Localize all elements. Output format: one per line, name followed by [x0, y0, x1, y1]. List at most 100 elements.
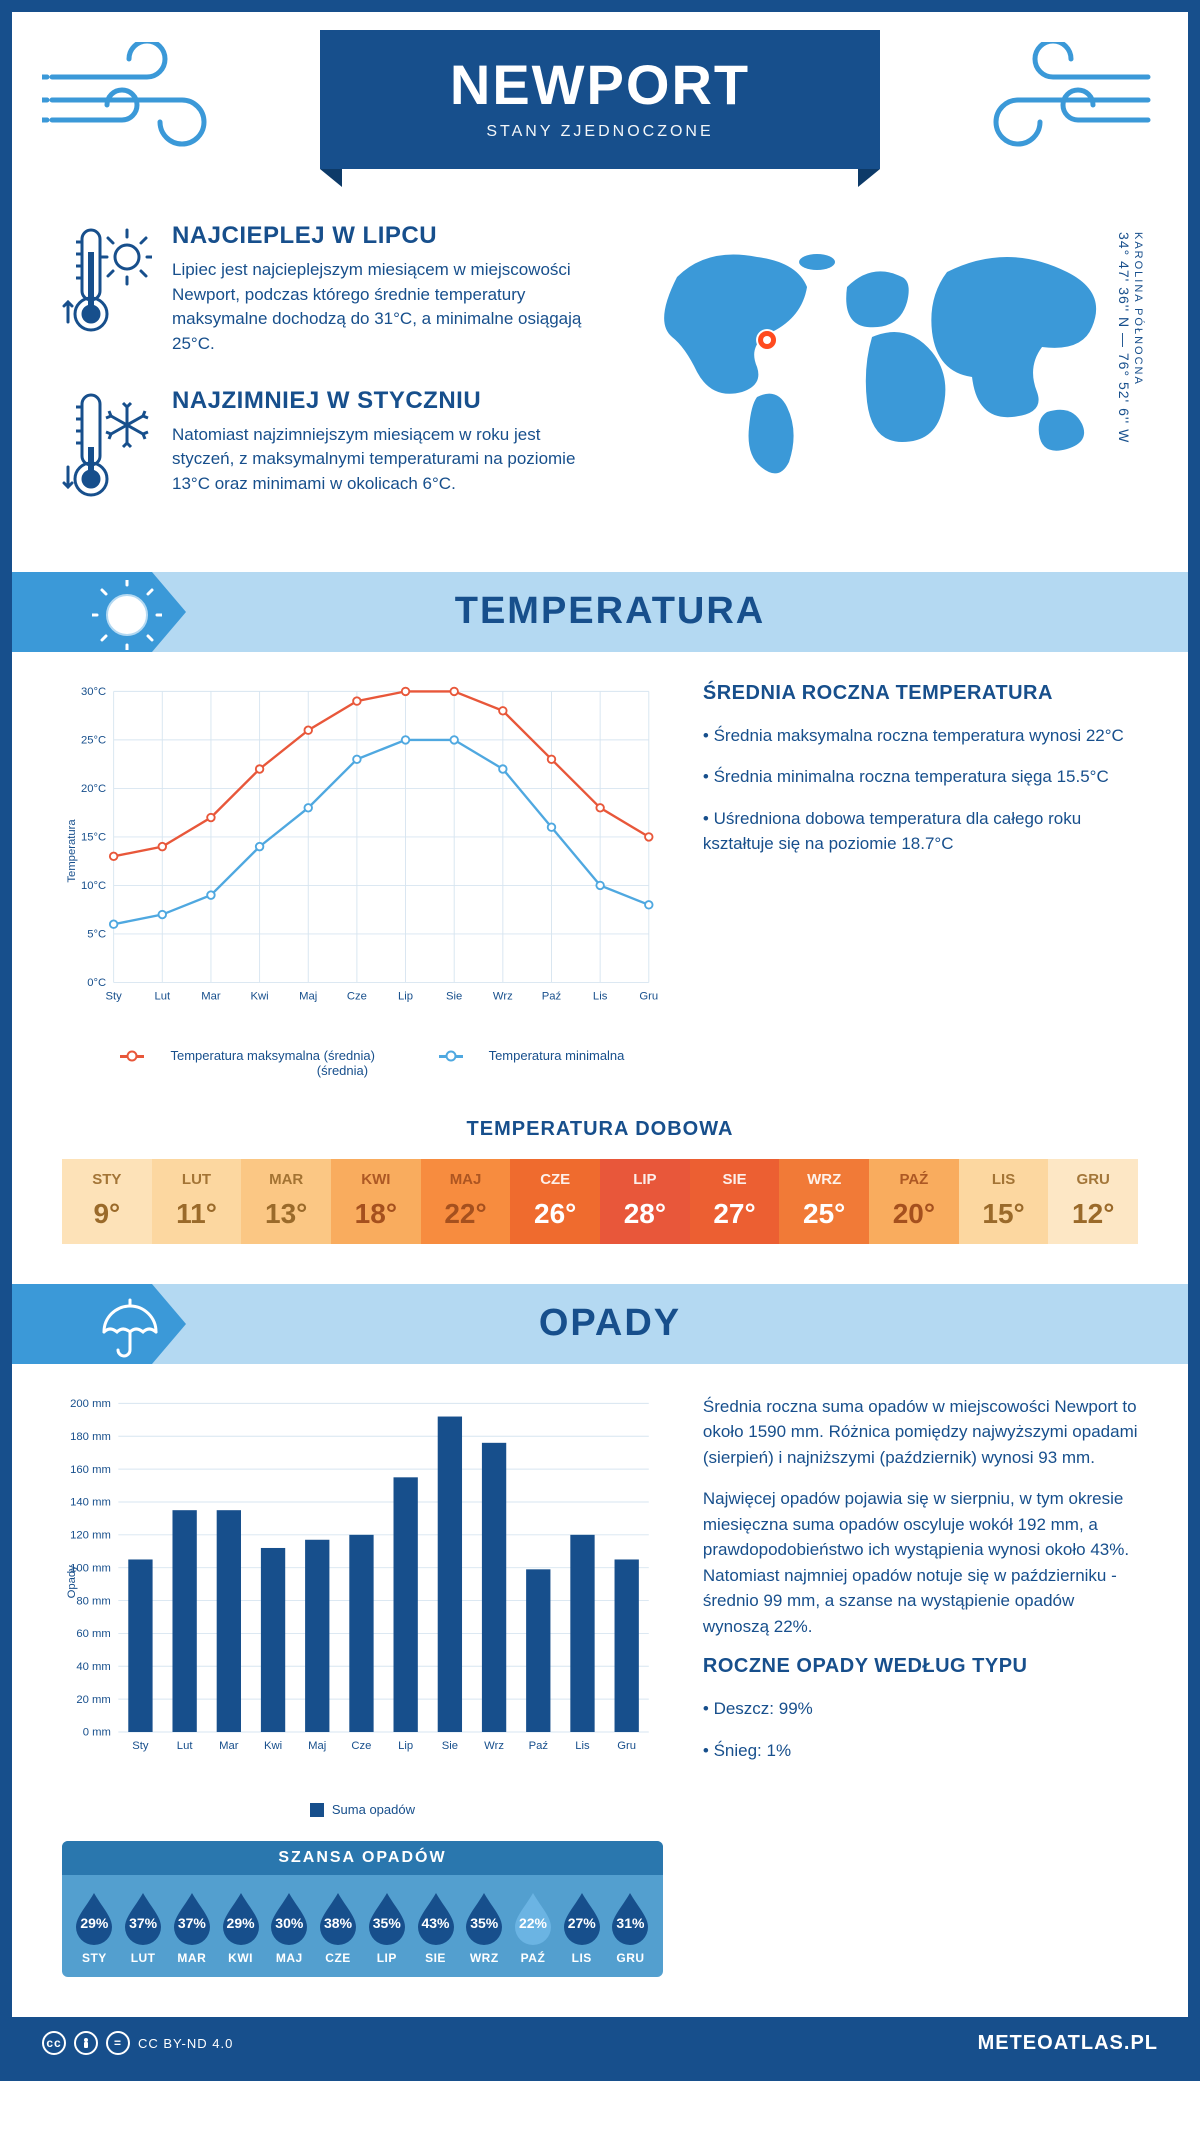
svg-text:Wrz: Wrz — [484, 1739, 504, 1751]
svg-text:Sie: Sie — [442, 1739, 458, 1751]
section-title-precip: OPADY — [152, 1302, 1188, 1345]
daily-temp-cell: PAŹ20° — [869, 1159, 959, 1244]
daily-temp-cell: WRZ25° — [779, 1159, 869, 1244]
svg-text:80 mm: 80 mm — [76, 1595, 110, 1607]
svg-text:Gru: Gru — [639, 990, 658, 1002]
umbrella-icon — [12, 1284, 152, 1364]
daily-temp-cell: STY9° — [62, 1159, 152, 1244]
daily-temp-title: TEMPERATURA DOBOWA — [12, 1118, 1188, 1141]
temp-bullet: • Uśredniona dobowa temperatura dla całe… — [703, 806, 1138, 857]
svg-text:180 mm: 180 mm — [70, 1431, 111, 1443]
svg-text:Maj: Maj — [308, 1739, 326, 1751]
fact-hottest: NAJCIEPLEJ W LIPCU Lipiec jest najcieple… — [62, 222, 606, 357]
city-name: NEWPORT — [320, 52, 880, 117]
svg-text:140 mm: 140 mm — [70, 1496, 111, 1508]
chance-cell: 43% SIE — [413, 1889, 458, 1965]
svg-text:15°C: 15°C — [81, 831, 106, 843]
thermometer-sun-icon — [62, 222, 152, 357]
svg-text:160 mm: 160 mm — [70, 1463, 111, 1475]
chance-cell: 27% LIS — [559, 1889, 604, 1965]
drop-icon: 29% — [72, 1889, 116, 1945]
daily-temp-cell: GRU12° — [1048, 1159, 1138, 1244]
svg-text:Kwi: Kwi — [264, 1739, 282, 1751]
chance-title: SZANSA OPADÓW — [62, 1841, 663, 1875]
drop-icon: 30% — [267, 1889, 311, 1945]
svg-text:25°C: 25°C — [81, 734, 106, 746]
drop-icon: 27% — [560, 1889, 604, 1945]
daily-temp-cell: CZE26° — [510, 1159, 600, 1244]
chance-cell: 29% KWI — [218, 1889, 263, 1965]
daily-temp-cell: LIP28° — [600, 1159, 690, 1244]
drop-icon: 31% — [608, 1889, 652, 1945]
svg-text:Mar: Mar — [219, 1739, 239, 1751]
nd-icon: = — [106, 2031, 130, 2055]
svg-text:Cze: Cze — [351, 1739, 371, 1751]
daily-temp-cell: LIS15° — [959, 1159, 1049, 1244]
chance-cell: 30% MAJ — [267, 1889, 312, 1965]
coordinates: KAROLINA PÓŁNOCNA 34° 47' 36'' N — 76° 5… — [1116, 232, 1144, 443]
svg-text:Sty: Sty — [106, 990, 123, 1002]
svg-text:Paź: Paź — [542, 990, 562, 1002]
drop-icon: 29% — [219, 1889, 263, 1945]
fact-hot-body: Lipiec jest najcieplejszym miesiącem w m… — [172, 258, 606, 357]
chance-panel: SZANSA OPADÓW 29% STY 37% LUT 37% MAR 29… — [62, 1841, 663, 1977]
thermometer-snow-icon — [62, 387, 152, 512]
temp-bullet: • Średnia maksymalna roczna temperatura … — [703, 723, 1138, 749]
daily-temp-cell: KWI18° — [331, 1159, 421, 1244]
svg-text:20°C: 20°C — [81, 783, 106, 795]
svg-text:Gru: Gru — [617, 1739, 636, 1751]
section-title-temp: TEMPERATURA — [152, 590, 1188, 633]
footer: cc = CC BY-ND 4.0 METEOATLAS.PL — [12, 2017, 1188, 2069]
chance-cell: 22% PAŹ — [511, 1889, 556, 1965]
chance-cell: 37% LUT — [121, 1889, 166, 1965]
fact-cold-body: Natomiast najzimniejszym miesiącem w rok… — [172, 423, 606, 497]
svg-text:Temperatura: Temperatura — [66, 818, 78, 882]
svg-text:Lip: Lip — [398, 990, 413, 1002]
svg-text:Kwi: Kwi — [251, 990, 269, 1002]
temp-bullet: • Średnia minimalna roczna temperatura s… — [703, 764, 1138, 790]
svg-text:Sty: Sty — [132, 1739, 149, 1751]
precip-bar-chart: 0 mm20 mm40 mm60 mm80 mm100 mm120 mm140 … — [62, 1394, 663, 1794]
world-map — [636, 222, 1138, 482]
precip-para: Średnia roczna suma opadów w miejscowośc… — [703, 1394, 1138, 1471]
fact-cold-title: NAJZIMNIEJ W STYCZNIU — [172, 387, 606, 415]
svg-text:10°C: 10°C — [81, 880, 106, 892]
section-precip: OPADY — [12, 1284, 1188, 1364]
cc-icon: cc — [42, 2031, 66, 2055]
header: NEWPORT STANY ZJEDNOCZONE — [12, 12, 1188, 192]
country-name: STANY ZJEDNOCZONE — [320, 123, 880, 141]
svg-text:Paź: Paź — [529, 1739, 549, 1751]
drop-icon: 37% — [170, 1889, 214, 1945]
sun-icon — [12, 572, 152, 652]
wind-icon — [978, 42, 1158, 152]
fact-hot-title: NAJCIEPLEJ W LIPCU — [172, 222, 606, 250]
svg-text:Sie: Sie — [446, 990, 462, 1002]
svg-text:40 mm: 40 mm — [76, 1661, 110, 1673]
fact-coldest: NAJZIMNIEJ W STYCZNIU Natomiast najzimni… — [62, 387, 606, 512]
svg-text:Maj: Maj — [299, 990, 317, 1002]
svg-text:Lis: Lis — [575, 1739, 590, 1751]
svg-text:Mar: Mar — [201, 990, 221, 1002]
svg-text:Opady: Opady — [66, 1564, 78, 1598]
svg-text:Lip: Lip — [398, 1739, 413, 1751]
svg-text:Lis: Lis — [593, 990, 608, 1002]
drop-icon: 35% — [462, 1889, 506, 1945]
by-icon — [74, 2031, 98, 2055]
svg-text:60 mm: 60 mm — [76, 1628, 110, 1640]
temperature-line-chart: 0°C5°C10°C15°C20°C25°C30°CStyLutMarKwiMa… — [62, 682, 663, 1042]
drop-icon: 37% — [121, 1889, 165, 1945]
daily-temp-cell: SIE27° — [690, 1159, 780, 1244]
chance-cell: 35% LIP — [364, 1889, 409, 1965]
daily-temp-strip: STY9°LUT11°MAR13°KWI18°MAJ22°CZE26°LIP28… — [62, 1159, 1138, 1244]
svg-text:120 mm: 120 mm — [70, 1529, 111, 1541]
chance-cell: 37% MAR — [169, 1889, 214, 1965]
daily-temp-cell: MAJ22° — [421, 1159, 511, 1244]
svg-text:20 mm: 20 mm — [76, 1693, 110, 1705]
svg-text:Lut: Lut — [177, 1739, 194, 1751]
svg-text:30°C: 30°C — [81, 686, 106, 698]
precip-type-bullet: • Deszcz: 99% — [703, 1696, 1138, 1722]
section-temperature: TEMPERATURA — [12, 572, 1188, 652]
license: cc = CC BY-ND 4.0 — [42, 2031, 233, 2055]
svg-text:200 mm: 200 mm — [70, 1398, 111, 1410]
daily-temp-cell: LUT11° — [152, 1159, 242, 1244]
